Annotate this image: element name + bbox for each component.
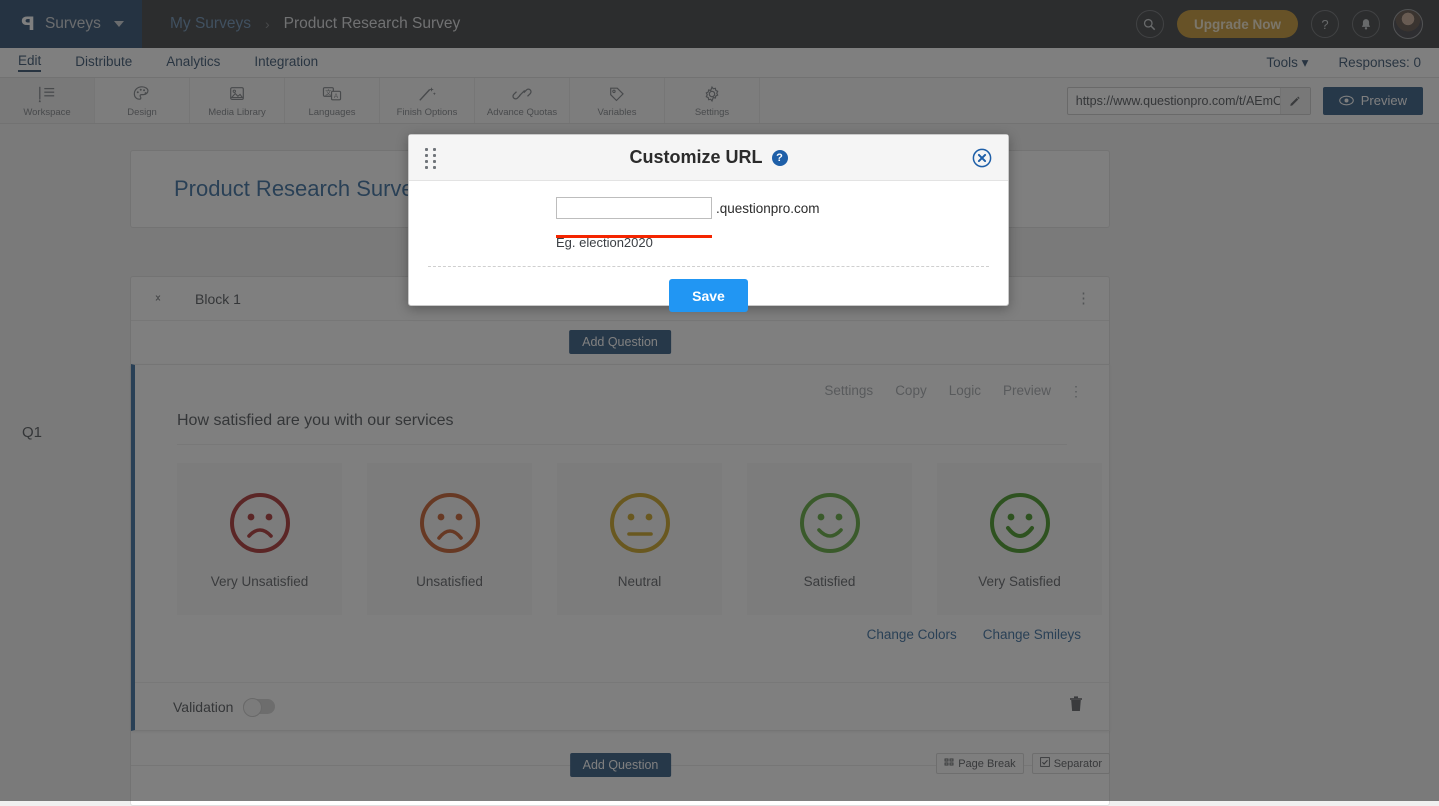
modal-footer: Save xyxy=(409,267,1008,312)
validation-error-underline xyxy=(556,235,712,238)
drag-handle-icon[interactable] xyxy=(425,148,436,169)
domain-suffix-label: .questionpro.com xyxy=(716,201,820,216)
close-icon[interactable] xyxy=(972,148,992,173)
modal-header: Customize URL ? xyxy=(409,135,1008,181)
save-button[interactable]: Save xyxy=(669,279,748,312)
custom-url-field-row: .questionpro.com xyxy=(409,197,1008,219)
help-icon[interactable]: ? xyxy=(772,150,788,166)
modal-title-text: Customize URL xyxy=(629,147,762,168)
modal-title: Customize URL ? xyxy=(629,147,787,168)
modal-body: .questionpro.com Eg. election2020 Save xyxy=(409,181,1008,312)
customize-url-modal: Customize URL ? .questionpro.com Eg. ele… xyxy=(408,134,1009,306)
custom-url-slug-input[interactable] xyxy=(556,197,712,219)
